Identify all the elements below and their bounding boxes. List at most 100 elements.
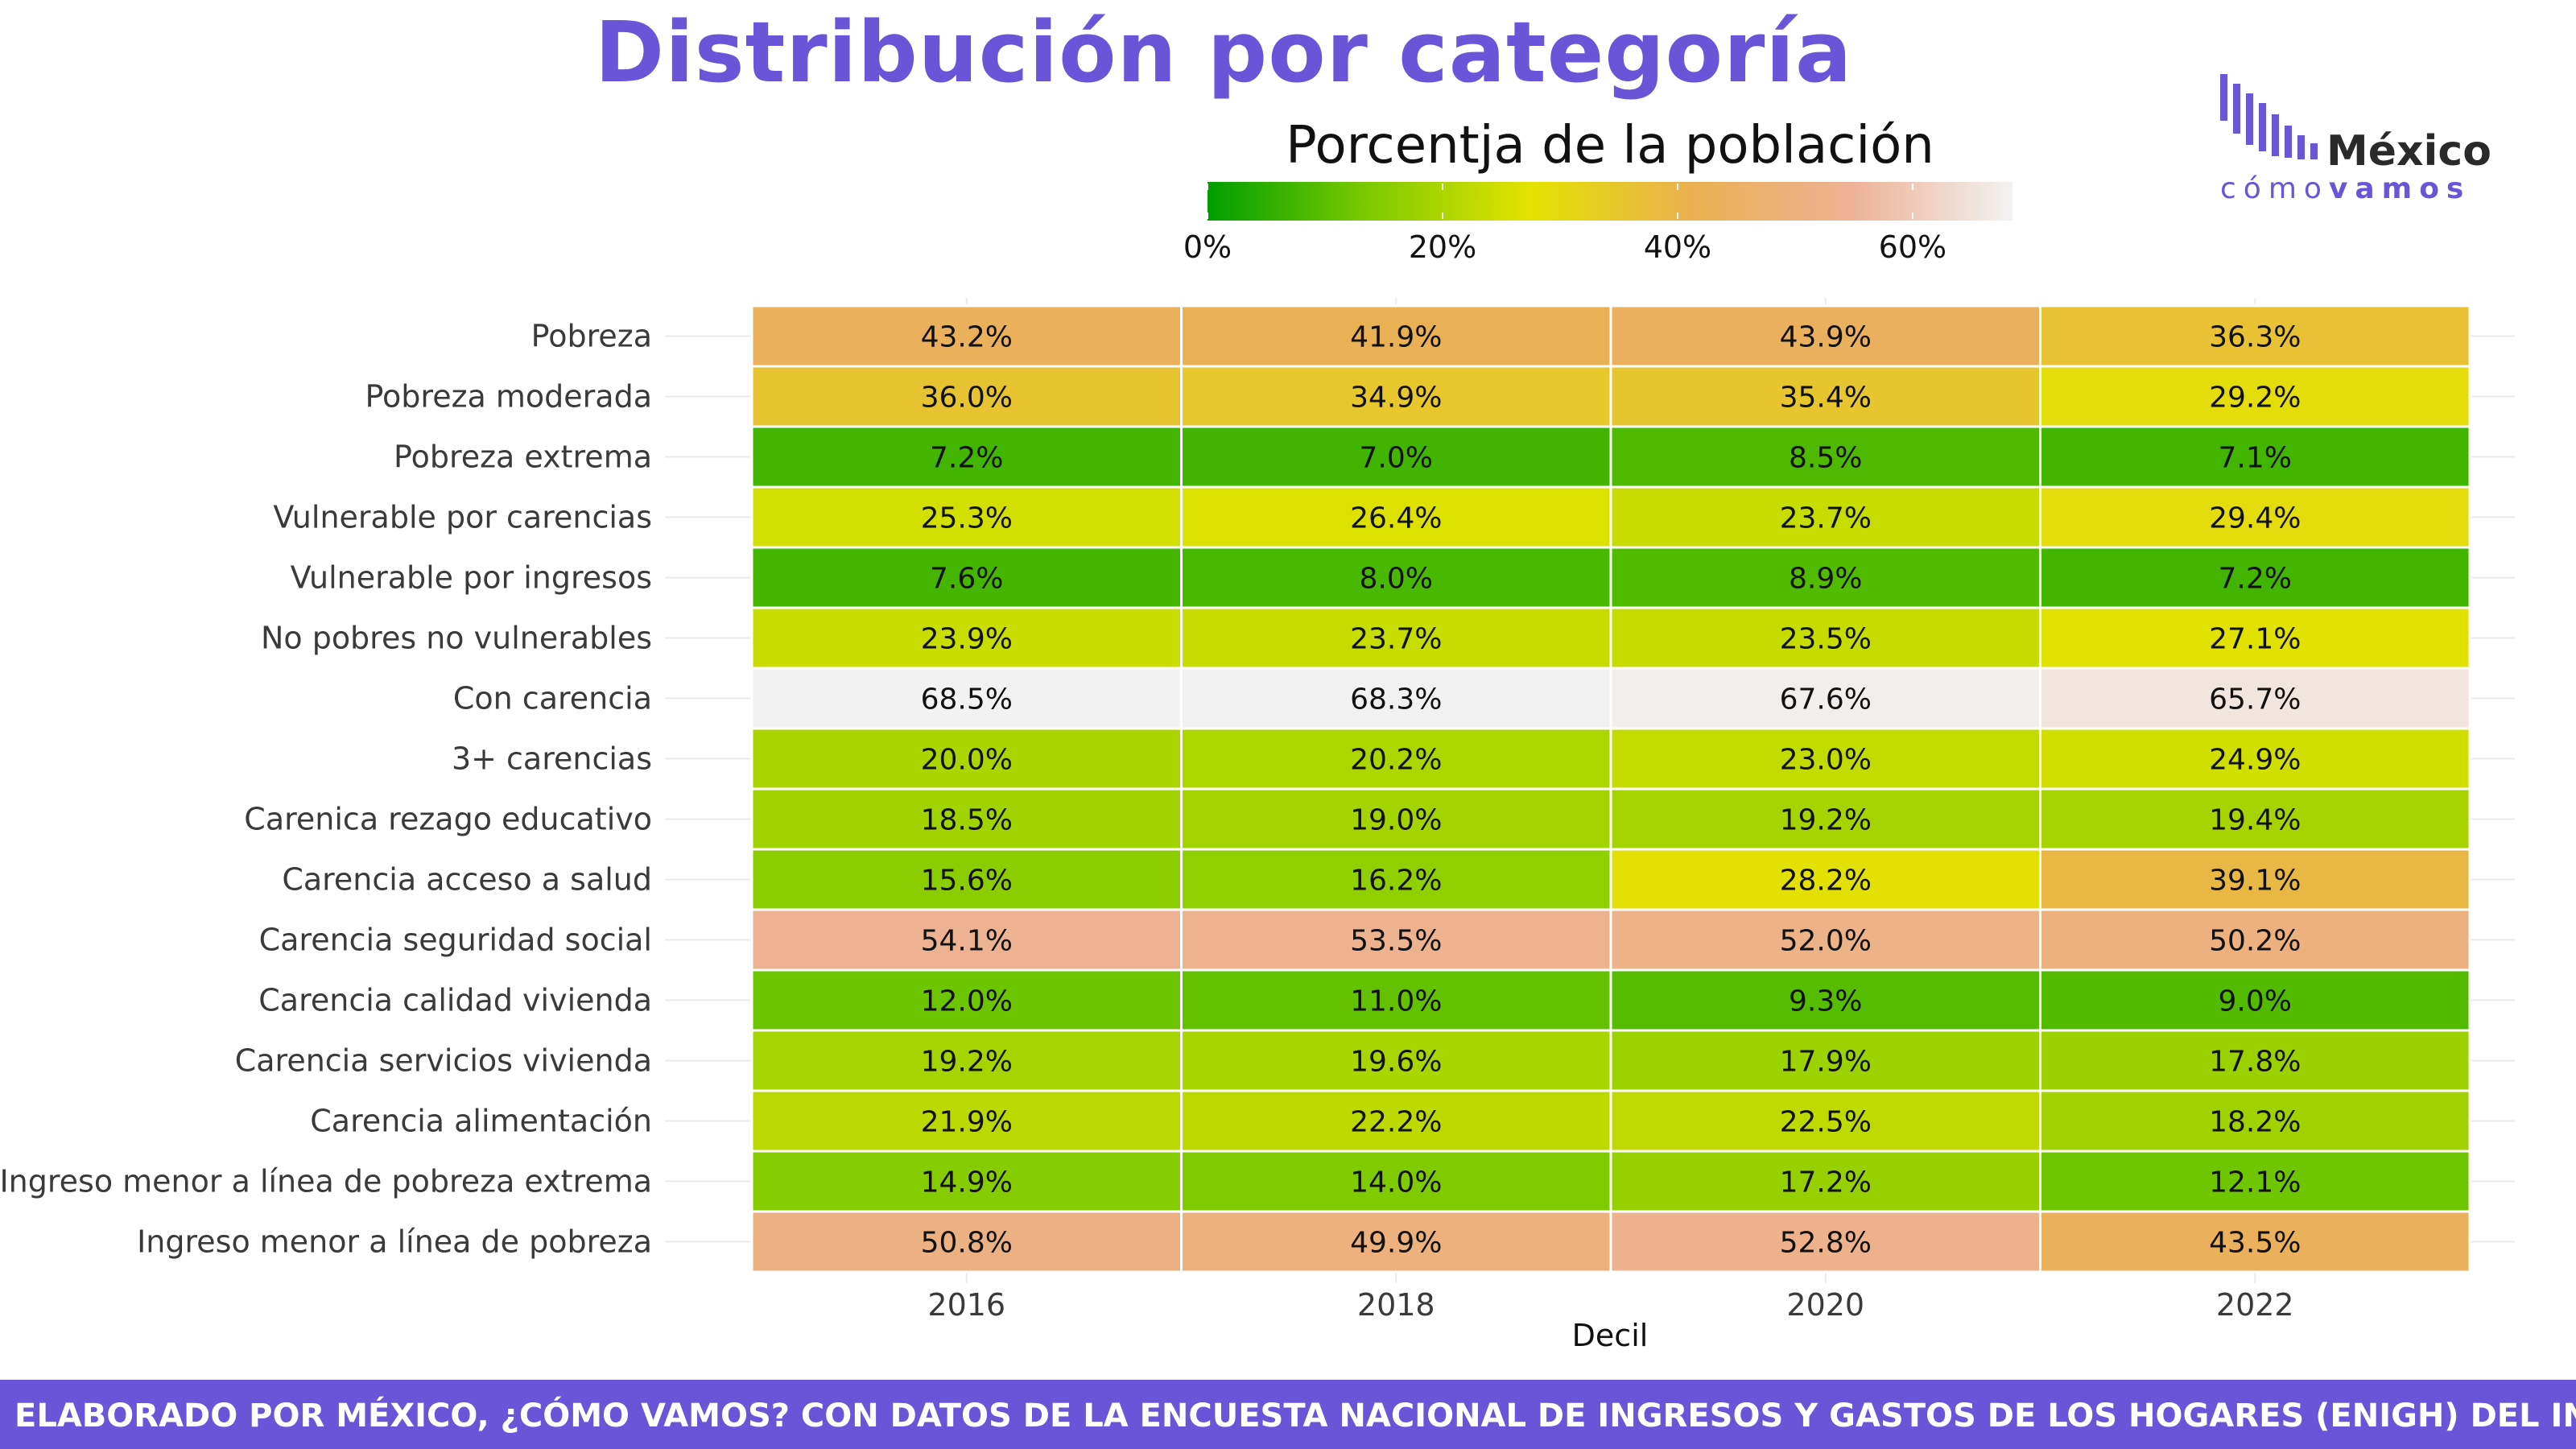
cell-value-label: 19.2%	[921, 1046, 1013, 1079]
cell-value-label: 21.9%	[921, 1106, 1013, 1139]
heatmap-cell	[1180, 1029, 1612, 1092]
cell-value-label: 19.0%	[1350, 804, 1442, 837]
cell-value-label: 43.2%	[921, 321, 1013, 354]
logo-tagline-bold: vamos	[2328, 172, 2471, 205]
cell-value-label: 19.6%	[1350, 1046, 1442, 1079]
row-label: Ingreso menor a línea de pobreza extrema	[0, 1164, 652, 1199]
cell-value-label: 34.9%	[1350, 382, 1442, 415]
legend-tick-label: 0%	[1183, 229, 1232, 265]
heatmap-cell	[1609, 1150, 2041, 1213]
heatmap-cell	[2039, 546, 2471, 609]
row-label: Ingreso menor a línea de pobreza	[137, 1224, 652, 1260]
cell-value-label: 65.7%	[2209, 683, 2301, 716]
cell-value-label: 14.9%	[921, 1166, 1013, 1199]
row-label: 3+ carencias	[452, 741, 652, 777]
cell-value-label: 52.8%	[1780, 1227, 1872, 1260]
logo-tagline: cómovamos	[2220, 172, 2471, 205]
heatmap-cell	[1180, 667, 1612, 730]
heatmap-cell	[1609, 727, 2041, 791]
row-label: Carencia seguridad social	[259, 923, 652, 958]
bars-logo-icon	[2220, 74, 2318, 159]
heatmap-cell	[750, 667, 1183, 730]
heatmap-cell	[1180, 606, 1612, 670]
cell-value-label: 24.9%	[2209, 744, 2301, 777]
x-tick-label: 2016	[927, 1287, 1005, 1323]
heatmap-cell	[1180, 908, 1612, 972]
heatmap-cell	[750, 425, 1183, 489]
heatmap-cell	[2039, 365, 2471, 428]
heatmap-cell	[1180, 848, 1612, 911]
cell-value-label: 27.1%	[2209, 623, 2301, 656]
cell-value-label: 11.0%	[1350, 985, 1442, 1018]
heatmap-cell	[2039, 1210, 2471, 1274]
cell-value-label: 12.1%	[2209, 1166, 2301, 1199]
row-label: Con carencia	[453, 681, 652, 716]
heatmap-cells: 43.2% 41.9% 43.9% 36.3% 36.0% 34.9% 35.4% 29.2%…	[750, 304, 2471, 1274]
cell-value-label: 19.2%	[1780, 804, 1872, 837]
cell-value-label: 12.0%	[921, 985, 1013, 1018]
row-label: Pobreza	[531, 319, 652, 354]
heatmap-cell	[2039, 727, 2471, 791]
x-tick-label: 2022	[2216, 1287, 2294, 1323]
cell-value-label: 67.6%	[1780, 683, 1872, 716]
heatmap-cell	[1609, 485, 2041, 549]
heatmap-cell	[2039, 1150, 2471, 1213]
cell-value-label: 8.5%	[1789, 442, 1862, 475]
row-label: No pobres no vulnerables	[261, 621, 652, 656]
heatmap-cell	[1180, 425, 1612, 489]
legend-tick-label: 60%	[1879, 229, 1946, 265]
heatmap-cell	[2039, 848, 2471, 911]
heatmap-cell	[2039, 968, 2471, 1032]
cell-value-label: 50.8%	[921, 1227, 1013, 1260]
cell-value-label: 36.0%	[921, 382, 1013, 415]
footer-bar: ELABORADO POR MÉXICO, ¿CÓMO VAMOS? CON D…	[0, 1380, 2576, 1449]
cell-value-label: 23.0%	[1780, 744, 1872, 777]
column-labels: 2016 2018 2020 2022	[927, 1287, 2293, 1323]
row-label: Vulnerable por carencias	[273, 500, 652, 535]
cell-value-label: 7.6%	[930, 563, 1003, 596]
heatmap-cell	[1180, 304, 1612, 368]
heatmap-cell	[1180, 1150, 1612, 1213]
heatmap-cell	[1180, 1210, 1612, 1274]
row-labels: Pobreza Pobreza moderada Pobreza extrema Vu…	[0, 319, 652, 1260]
legend-tick-label: 20%	[1409, 229, 1476, 265]
cell-value-label: 41.9%	[1350, 321, 1442, 354]
cell-value-label: 68.5%	[921, 683, 1013, 716]
cell-value-label: 16.2%	[1350, 865, 1442, 898]
chart-title: Distribución por categoría	[594, 3, 1853, 101]
logo-tagline-light: cómo	[2220, 172, 2329, 205]
footer-credit-text: ELABORADO POR MÉXICO, ¿CÓMO VAMOS? CON D…	[14, 1397, 2576, 1435]
cell-value-label: 18.2%	[2209, 1106, 2301, 1139]
cell-value-label: 28.2%	[1780, 865, 1872, 898]
heatmap-cell	[2039, 1089, 2471, 1153]
cell-value-label: 39.1%	[2209, 865, 2301, 898]
heatmap-cell	[1609, 546, 2041, 609]
cell-value-label: 7.2%	[930, 442, 1003, 475]
heatmap-cell	[1609, 848, 2041, 911]
cell-value-label: 23.7%	[1780, 502, 1872, 535]
legend-colorbar	[1208, 182, 2013, 221]
row-label: Carenica rezago educativo	[244, 802, 652, 837]
cell-value-label: 20.0%	[921, 744, 1013, 777]
cell-value-label: 23.7%	[1350, 623, 1442, 656]
heatmap-cell	[1180, 546, 1612, 609]
legend-ticks: 0% 20% 40% 60%	[1183, 184, 1946, 265]
cell-value-label: 54.1%	[921, 925, 1013, 958]
heatmap-cell	[750, 485, 1183, 549]
cell-value-label: 29.4%	[2209, 502, 2301, 535]
cell-value-label: 18.5%	[921, 804, 1013, 837]
cell-value-label: 8.9%	[1789, 563, 1862, 596]
cell-value-label: 15.6%	[921, 865, 1013, 898]
heatmap-cell	[1609, 787, 2041, 851]
legend-tick-label: 40%	[1644, 229, 1711, 265]
heatmap-cell	[1609, 1210, 2041, 1274]
cell-value-label: 29.2%	[2209, 382, 2301, 415]
cell-value-label: 7.2%	[2219, 563, 2292, 596]
x-axis-title: Decil	[1572, 1318, 1649, 1353]
x-tick-label: 2018	[1357, 1287, 1435, 1323]
heatmap-cell	[750, 365, 1183, 428]
cell-value-label: 22.2%	[1350, 1106, 1442, 1139]
row-label: Carencia acceso a salud	[282, 862, 652, 898]
cell-value-label: 68.3%	[1350, 683, 1442, 716]
logo-brand-text: México	[2326, 127, 2491, 175]
